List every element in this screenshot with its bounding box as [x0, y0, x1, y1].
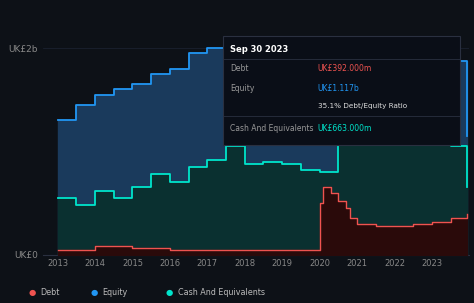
- Text: UK£392.000m: UK£392.000m: [318, 64, 372, 73]
- Text: Equity: Equity: [230, 84, 254, 93]
- Text: ●: ●: [28, 288, 36, 298]
- Text: Equity: Equity: [102, 288, 127, 298]
- Text: ●: ●: [90, 288, 97, 298]
- Text: 35.1% Debt/Equity Ratio: 35.1% Debt/Equity Ratio: [318, 103, 407, 109]
- Text: Debt: Debt: [230, 64, 248, 73]
- Text: UK£663.000m: UK£663.000m: [318, 124, 372, 133]
- Text: UK£1.117b: UK£1.117b: [318, 84, 359, 93]
- Text: Cash And Equivalents: Cash And Equivalents: [230, 124, 313, 133]
- Text: ●: ●: [166, 288, 173, 298]
- Text: Debt: Debt: [40, 288, 60, 298]
- Text: Cash And Equivalents: Cash And Equivalents: [178, 288, 265, 298]
- Text: Sep 30 2023: Sep 30 2023: [230, 45, 288, 54]
